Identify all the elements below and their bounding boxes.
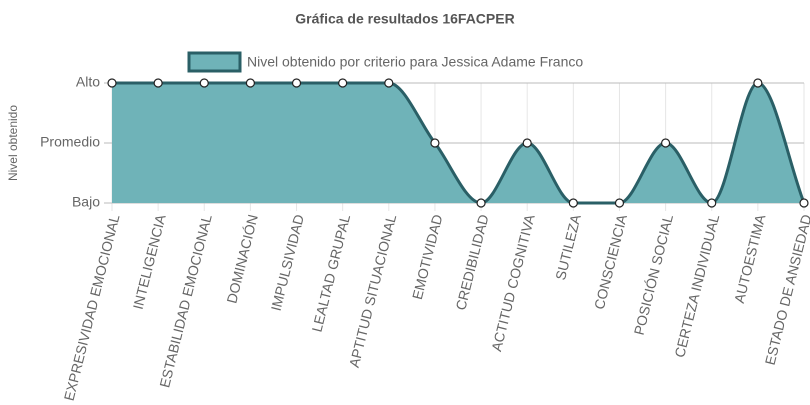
point xyxy=(707,198,717,208)
point xyxy=(153,78,163,88)
point xyxy=(568,198,578,208)
x-tick-label: ACTITUD COGNITIVA xyxy=(488,212,538,353)
point xyxy=(245,78,255,88)
point xyxy=(107,78,117,88)
point xyxy=(199,78,209,88)
area xyxy=(112,83,804,203)
y-tick-label: Bajo xyxy=(72,194,100,210)
x-tick-label: AUTOESTIMA xyxy=(731,212,769,305)
point xyxy=(660,138,671,148)
y-tick-label: Promedio xyxy=(40,134,100,150)
x-tick-label: POSICIÓN SOCIAL xyxy=(631,213,677,337)
x-tick-label: EXPRESIVIDAD EMOCIONAL xyxy=(61,213,123,403)
x-tick-label: ESTADO DE ANSIEDAD xyxy=(762,213,810,367)
x-tick-label: CERTEZA INDIVIDUAL xyxy=(671,213,722,359)
x-tick-label: SUTILEZA xyxy=(552,212,584,281)
point xyxy=(291,78,302,88)
point xyxy=(476,198,486,208)
x-tick-label: LEALTAD GRUPAL xyxy=(308,213,353,334)
legend-label: Nivel obtenido por criterio para Jessica… xyxy=(247,54,583,70)
x-tick-label: ESTABILIDAD EMOCIONAL xyxy=(156,213,215,390)
x-tick-label: INTELIGENCIA xyxy=(130,212,169,311)
x-tick-label: APTITUD SITUACIONAL xyxy=(346,213,400,370)
x-tick-label: CREDIBILIDAD xyxy=(452,213,491,312)
x-tick-label: DOMINACIÓN xyxy=(223,213,261,305)
x-tick-label: CONSCIENCIA xyxy=(591,212,630,311)
y-tick-label: Alto xyxy=(76,74,100,90)
point xyxy=(430,138,440,148)
point xyxy=(614,198,625,208)
x-tick-label: IMPULSIVIDAD xyxy=(268,213,307,313)
point xyxy=(384,78,394,88)
point xyxy=(522,138,532,148)
x-tick-label: EMOTIVIDAD xyxy=(409,213,446,301)
chart-title: Gráfica de resultados 16FACPER xyxy=(295,11,514,27)
point xyxy=(338,78,348,88)
y-axis-title: Nivel obtenido xyxy=(6,105,20,181)
point xyxy=(753,78,763,88)
point xyxy=(799,198,809,208)
legend-swatch xyxy=(187,51,242,73)
